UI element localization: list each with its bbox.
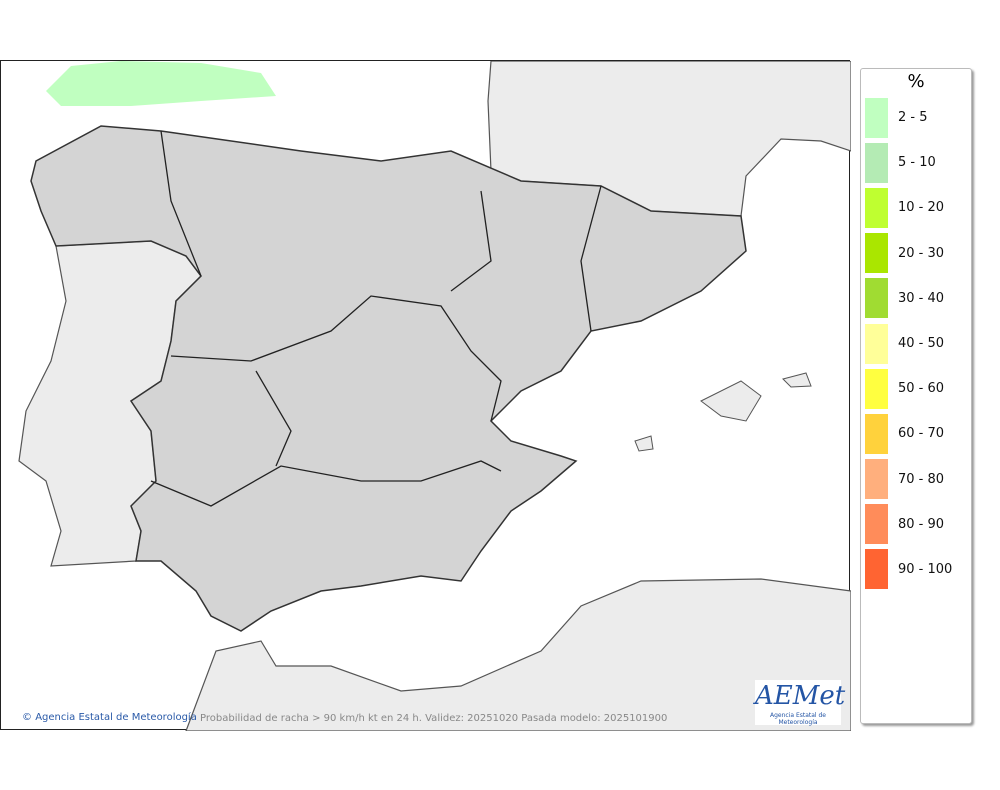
mallorca [700, 380, 762, 422]
map-caption: Probabilidad de racha > 90 km/h kt en 24… [200, 713, 668, 724]
legend-swatch [865, 549, 888, 590]
legend-swatch [865, 368, 888, 409]
legend-item: 60 - 70 [861, 411, 971, 456]
map-svg [18, 60, 852, 732]
copyright-credit: © Agencia Estatal de Meteorología [22, 712, 197, 723]
legend-swatch [865, 413, 888, 454]
legend-item: 50 - 60 [861, 366, 971, 411]
legend-swatch [865, 504, 888, 545]
probability-map [0, 60, 852, 732]
africa-land [185, 578, 852, 732]
legend-label: 90 - 100 [898, 561, 953, 577]
legend-swatch [865, 233, 888, 274]
legend-swatch [865, 459, 888, 500]
legend-label: 10 - 20 [898, 200, 945, 216]
legend-item: 70 - 80 [861, 457, 971, 502]
credit-text: Agencia Estatal de Meteorología [35, 712, 197, 723]
legend-item: 5 - 10 [861, 140, 971, 185]
probability-area [46, 61, 276, 106]
legend-item: 2 - 5 [861, 95, 971, 140]
legend-swatch [865, 278, 888, 319]
aemet-logo: AEMet Agencia Estatal de Meteorología [755, 680, 846, 726]
legend-item: 40 - 50 [861, 321, 971, 366]
legend-label: 5 - 10 [898, 155, 936, 171]
legend-label: 40 - 50 [898, 336, 945, 352]
legend: % 2 - 5 5 - 10 10 - 20 20 - 30 30 - 40 40 - 5… [860, 68, 972, 724]
legend-label: 80 - 90 [898, 516, 945, 532]
legend-swatch [865, 187, 888, 228]
legend-item: 10 - 20 [861, 185, 971, 230]
legend-label: 50 - 60 [898, 381, 945, 397]
legend-item: 30 - 40 [861, 276, 971, 321]
legend-swatch [865, 323, 888, 364]
legend-item: 20 - 30 [861, 231, 971, 276]
ibiza [634, 435, 654, 452]
legend-item: 80 - 90 [861, 502, 971, 547]
legend-item: 90 - 100 [861, 547, 971, 592]
legend-swatch [865, 97, 888, 138]
legend-label: 70 - 80 [898, 471, 945, 487]
legend-label: 2 - 5 [898, 110, 928, 126]
spain-land [30, 125, 747, 632]
legend-label: 30 - 40 [898, 290, 945, 306]
legend-swatch [865, 142, 888, 183]
legend-label: 20 - 30 [898, 245, 945, 261]
menorca [782, 372, 812, 388]
legend-label: 60 - 70 [898, 426, 945, 442]
legend-title: % [907, 71, 925, 92]
